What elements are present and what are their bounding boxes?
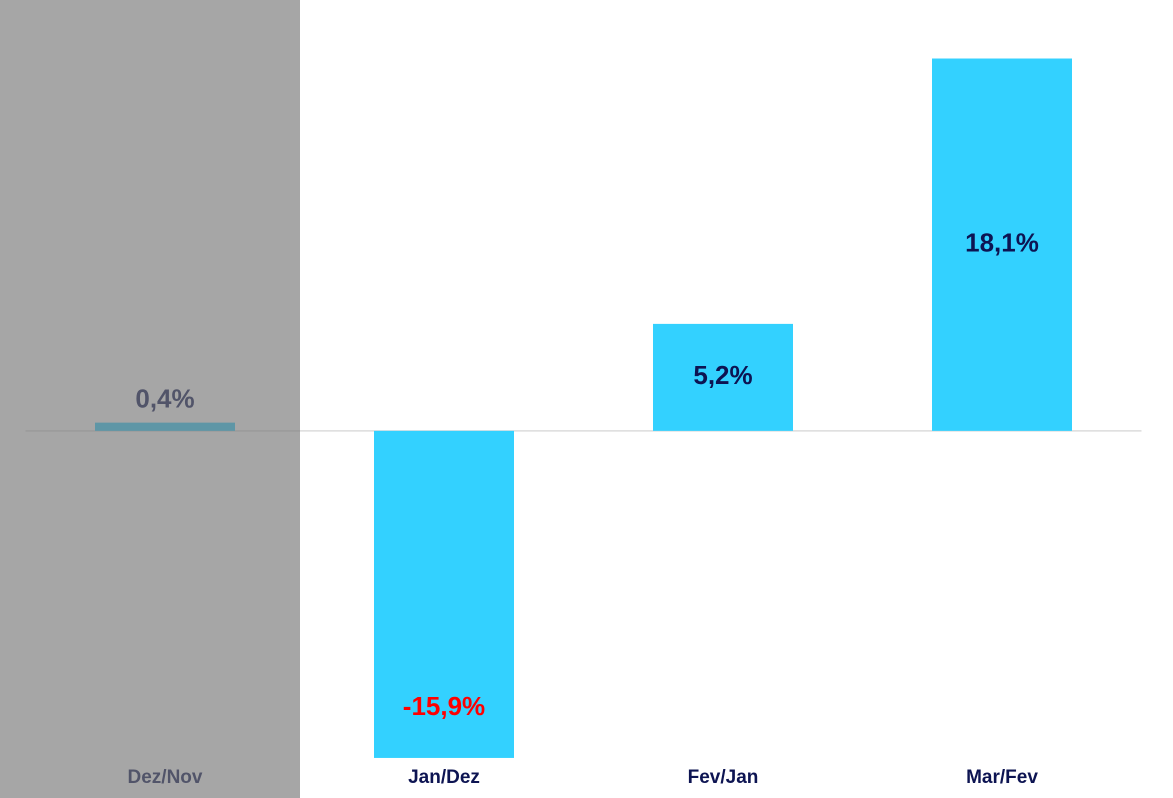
highlight-overlay [0,0,300,798]
x-tick-label: Mar/Fev [966,767,1038,788]
value-label: 18,1% [965,228,1039,258]
x-tick-label: Fev/Jan [688,767,759,788]
value-label: -15,9% [403,691,485,721]
bar [653,323,793,431]
x-tick-label: Jan/Dez [408,767,480,788]
bar [932,58,1072,431]
bar [374,430,514,758]
value-label: 5,2% [693,360,752,390]
